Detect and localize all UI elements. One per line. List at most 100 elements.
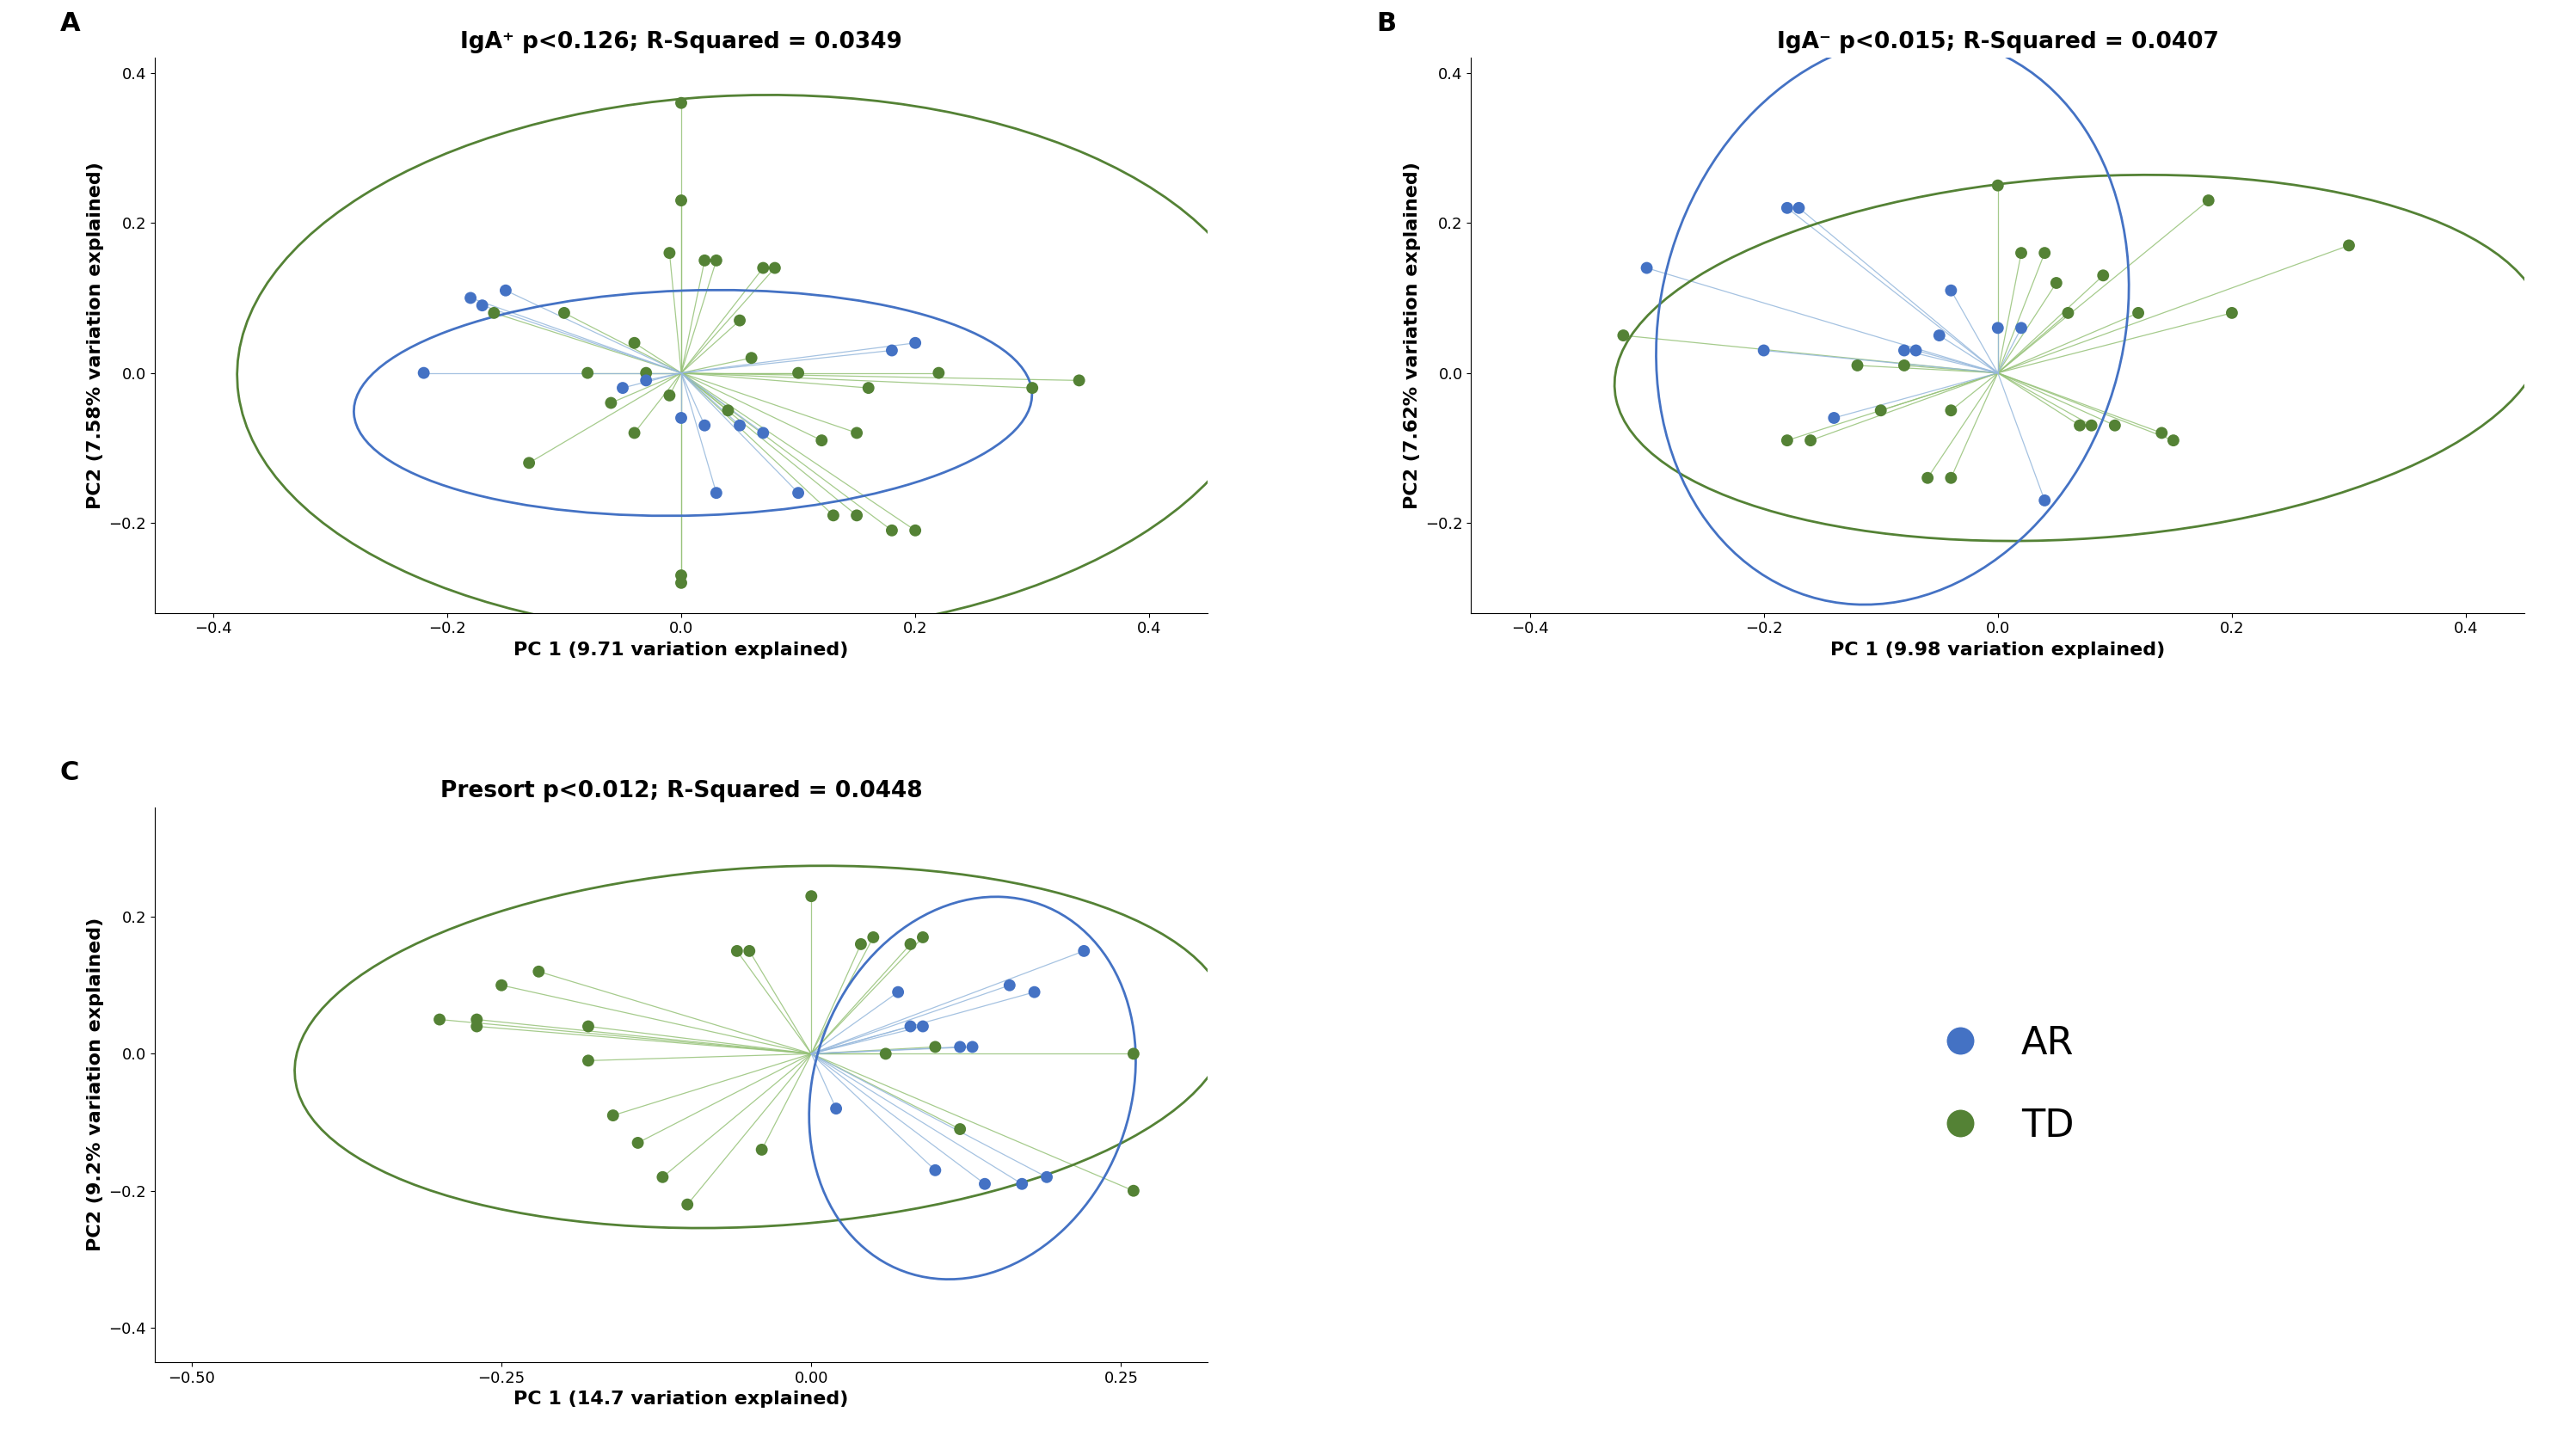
Point (1978, 316, 2020, 339)
X-axis label: PC 1 (14.7 variation explained): PC 1 (14.7 variation explained) (513, 1391, 848, 1408)
Point (402, 361, 443, 384)
Point (1744, 339, 1785, 362)
Point (840, 933, 881, 956)
Point (2117, 301, 2159, 325)
Point (567, 1049, 608, 1072)
Point (507, 451, 549, 474)
Text: B: B (1376, 10, 1396, 36)
Point (2002, 242, 2043, 265)
X-axis label: PC 1 (9.71 variation explained): PC 1 (9.71 variation explained) (513, 642, 848, 659)
Point (420, 1009, 461, 1032)
Point (732, 346, 773, 369)
Point (719, 414, 760, 438)
Point (817, 1097, 858, 1120)
Y-axis label: PC2 (9.2% variation explained): PC2 (9.2% variation explained) (88, 917, 103, 1252)
Text: A: A (59, 10, 80, 36)
Point (914, 1159, 956, 1182)
Point (1012, 377, 1054, 400)
X-axis label: PC 1 (9.98 variation explained): PC 1 (9.98 variation explained) (1832, 642, 2166, 659)
Point (2094, 414, 2136, 438)
Point (2025, 242, 2066, 265)
Point (659, 564, 701, 587)
Point (1015, 981, 1056, 1004)
Point (963, 1172, 1005, 1195)
Point (716, 939, 757, 962)
Point (1814, 406, 1855, 429)
Point (1113, 1179, 1154, 1203)
Point (801, 429, 842, 452)
Point (603, 377, 644, 400)
Y-axis label: PC2 (7.58% variation explained): PC2 (7.58% variation explained) (88, 162, 103, 509)
Point (456, 1014, 497, 1037)
Point (626, 369, 667, 393)
Point (837, 422, 878, 445)
Point (685, 249, 726, 272)
Point (889, 1014, 930, 1037)
Point (878, 981, 920, 1004)
Point (659, 91, 701, 114)
Point (1002, 1172, 1043, 1195)
Point (2210, 301, 2251, 325)
Point (1883, 339, 1924, 362)
Point (649, 384, 690, 407)
Point (742, 256, 783, 280)
Title: Presort p<0.012; R-Squared = 0.0448: Presort p<0.012; R-Squared = 0.0448 (440, 781, 922, 803)
Point (742, 1137, 783, 1161)
Point (613, 422, 654, 445)
Point (474, 301, 515, 325)
Point (917, 361, 958, 384)
Legend: AR, TD: AR, TD (1883, 987, 2112, 1182)
Point (1896, 339, 1937, 362)
Point (641, 1165, 683, 1188)
Point (1790, 429, 1832, 452)
Point (567, 1014, 608, 1037)
Point (1767, 429, 1808, 452)
Point (659, 406, 701, 429)
Point (902, 926, 943, 949)
Point (1929, 467, 1971, 490)
Point (1625, 256, 1667, 280)
Point (484, 278, 526, 301)
Point (2141, 422, 2182, 445)
Point (719, 309, 760, 332)
Point (456, 1009, 497, 1032)
Point (2071, 414, 2112, 438)
Point (778, 361, 819, 384)
Point (2187, 188, 2228, 212)
Title: IgA⁻ p<0.015; R-Squared = 0.0407: IgA⁻ p<0.015; R-Squared = 0.0407 (1777, 32, 2218, 54)
Point (544, 301, 585, 325)
Point (649, 242, 690, 265)
Point (1978, 174, 2020, 197)
Point (951, 1036, 992, 1059)
Point (889, 933, 930, 956)
Point (814, 504, 855, 527)
Point (755, 256, 796, 280)
Point (837, 504, 878, 527)
Point (778, 481, 819, 504)
Point (2081, 264, 2123, 287)
Point (1025, 1165, 1066, 1188)
Point (708, 398, 750, 422)
Point (1602, 323, 1643, 346)
Point (482, 974, 523, 997)
Text: C: C (59, 759, 80, 785)
Point (2035, 271, 2076, 294)
Point (902, 1014, 943, 1037)
Point (1059, 369, 1100, 393)
Point (1837, 354, 1878, 377)
Point (848, 377, 889, 400)
Title: IgA⁺ p<0.126; R-Squared = 0.0349: IgA⁺ p<0.126; R-Squared = 0.0349 (461, 32, 902, 54)
Point (590, 391, 631, 414)
Point (894, 519, 935, 542)
Point (866, 1042, 907, 1065)
Point (1906, 467, 1947, 490)
Point (685, 414, 726, 438)
Point (451, 287, 492, 310)
Point (618, 1132, 659, 1155)
Point (791, 884, 832, 907)
Point (940, 1117, 981, 1140)
Point (1929, 398, 1971, 422)
Point (626, 361, 667, 384)
Point (567, 361, 608, 384)
Point (696, 249, 737, 272)
